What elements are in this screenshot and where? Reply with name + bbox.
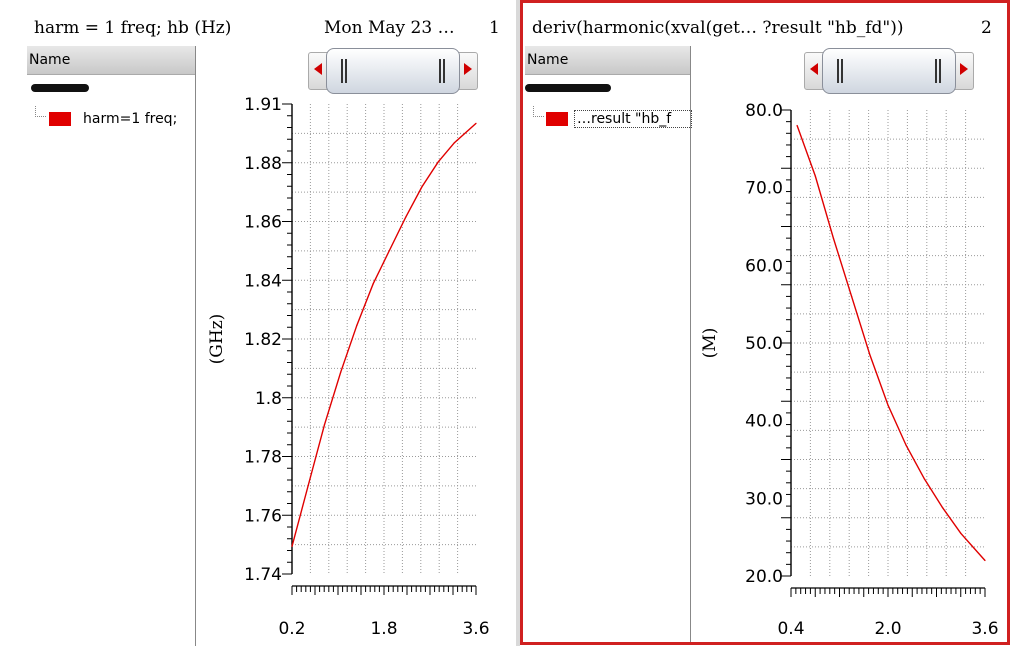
scroll-left-icon[interactable]: [314, 63, 322, 75]
x-tick-label: 1.8: [370, 619, 397, 639]
tree-connector: [35, 106, 46, 117]
data-point: [421, 186, 423, 188]
data-point: [372, 283, 374, 285]
data-point: [887, 404, 889, 406]
x-tick-label: 3.6: [462, 619, 489, 639]
panel-2-title: deriv(harmonic(xval(get… ?result "hb_fd"…: [532, 18, 904, 38]
y-tick-label: 1.88: [244, 154, 282, 174]
data-point: [340, 371, 342, 373]
panel-divider[interactable]: [516, 0, 520, 646]
y-tick-label: 1.91: [244, 96, 282, 115]
data-point: [437, 161, 439, 163]
y-tick-label: 1.84: [244, 271, 282, 291]
data-point: [291, 545, 293, 547]
scrollbar-thumb[interactable]: [326, 48, 460, 94]
x-tick-label: 2.0: [874, 619, 901, 639]
y-axis-label: (GHz): [207, 314, 227, 365]
data-point: [475, 122, 477, 124]
data-point: [796, 124, 798, 127]
panel-1-scrollbar[interactable]: [308, 48, 478, 94]
panel-2-legend-label[interactable]: …result "hb_f: [574, 110, 692, 128]
data-point: [307, 484, 309, 487]
data-point: [388, 249, 391, 252]
y-tick-label: 80.0: [745, 101, 783, 121]
series-line: [291, 122, 477, 547]
x-tick-label: 3.6: [971, 619, 998, 639]
x-tick-label: 0.2: [278, 619, 305, 639]
data-point: [323, 424, 326, 426]
data-point: [405, 216, 407, 218]
y-tick-label: 1.74: [244, 565, 282, 585]
panel-2-scrollbar[interactable]: [804, 48, 974, 94]
y-tick-label: 60.0: [745, 256, 783, 276]
waveform-panel-2: deriv(harmonic(xval(get… ?result "hb_fd"…: [520, 0, 1010, 645]
y-tick-label: 20.0: [745, 567, 783, 587]
panel-1-sidebar: Name harm=1 freq;: [27, 46, 196, 646]
scroll-right-icon[interactable]: [960, 63, 968, 75]
panel-1-name-header[interactable]: Name: [27, 46, 195, 75]
data-point: [851, 295, 853, 297]
data-point: [941, 507, 944, 509]
panel-1-index: 1: [489, 18, 500, 38]
data-point: [356, 324, 358, 326]
y-tick-label: 1.78: [244, 448, 282, 468]
chart-2[interactable]: 20.0 30.0 40.0 50.0 60.0 70.0 80.0 0.4 2.0 3.6 (M): [691, 96, 1007, 644]
y-tick-label: 30.0: [745, 489, 783, 509]
data-point: [960, 532, 962, 534]
panel-1-redacted-bar: [31, 84, 89, 92]
chart-1[interactable]: 1.74 1.76 1.78 1.8 1.82 1.84 1.86 1.88 1.91 0.2 1.…: [196, 96, 514, 646]
panel-1-legend-label[interactable]: harm=1 freq;: [83, 111, 178, 127]
data-point: [814, 175, 816, 177]
x-tick-label: 0.4: [777, 619, 804, 639]
data-point: [984, 559, 986, 562]
data-point: [923, 478, 925, 480]
y-tick-label: 1.82: [244, 330, 282, 350]
tree-connector: [533, 106, 544, 117]
y-tick-label: 1.86: [244, 213, 282, 233]
panel-2-name-header[interactable]: Name: [525, 46, 690, 75]
data-point: [832, 237, 835, 239]
panel-2-redacted-bar: [525, 84, 611, 92]
panel-2-sidebar: Name …result "hb_f: [525, 46, 692, 642]
scroll-left-icon[interactable]: [810, 63, 818, 75]
data-point: [453, 142, 455, 144]
grip-icon: [935, 59, 937, 83]
scroll-right-icon[interactable]: [464, 63, 472, 75]
panel-1-title: harm = 1 freq; hb (Hz): [34, 18, 232, 38]
data-point: [905, 444, 907, 447]
panel-2-index: 2: [981, 18, 992, 38]
grip-icon: [439, 59, 441, 83]
y-tick-label: 40.0: [745, 412, 783, 432]
y-tick-label: 1.8: [255, 389, 282, 409]
y-tick-label: 50.0: [745, 334, 783, 354]
y-tick-label: 70.0: [745, 179, 783, 199]
panel-1-timestamp: Mon May 23 …: [324, 18, 455, 38]
waveform-panel-1: harm = 1 freq; hb (Hz) Mon May 23 … 1 Na…: [27, 18, 514, 646]
scrollbar-thumb[interactable]: [822, 48, 956, 94]
panel-2-series-swatch[interactable]: [546, 112, 568, 126]
data-point: [869, 354, 871, 356]
y-tick-label: 1.76: [244, 506, 282, 526]
panel-1-series-swatch[interactable]: [49, 112, 71, 126]
grip-icon: [341, 59, 343, 83]
grip-icon: [837, 59, 839, 83]
y-axis-label: (M): [700, 328, 720, 359]
